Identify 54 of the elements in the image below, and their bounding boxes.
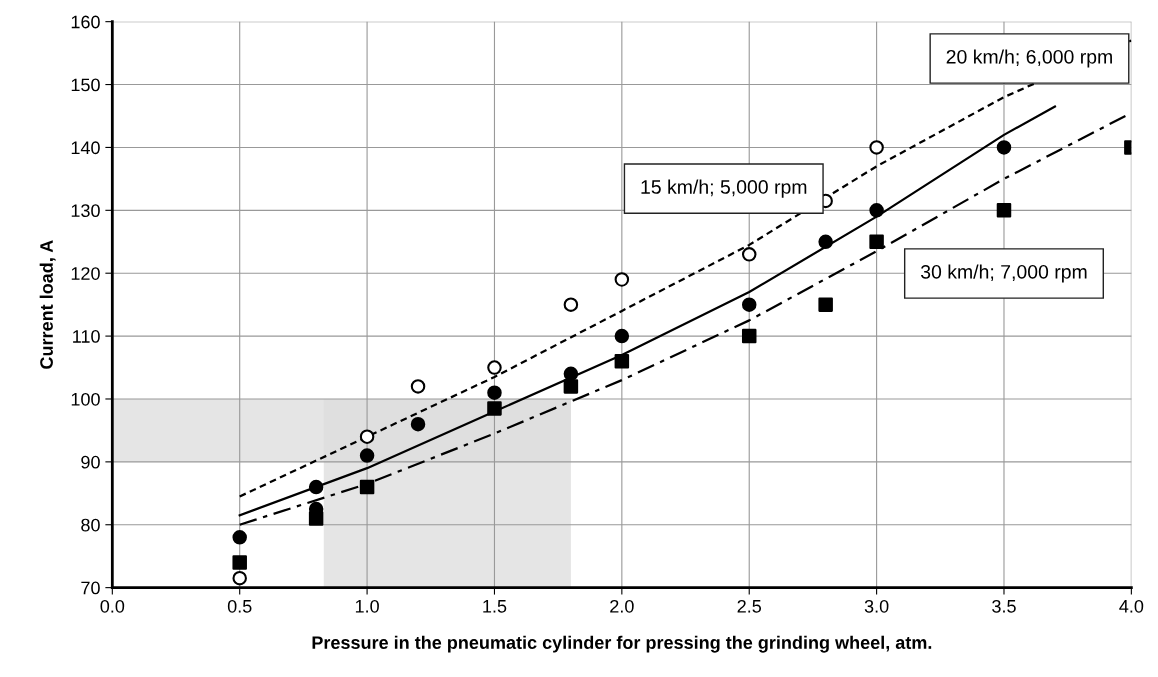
point [410,379,426,394]
x-tick-label: 3.0 [864,599,889,613]
y-tick-label: 110 [73,330,100,343]
y-tick-label: 100 [71,392,100,406]
line-series [238,39,1132,498]
point [614,328,630,344]
point [487,401,502,416]
annotation: 30 km/h; 7,000 rpm [920,264,1087,283]
x-tick-label: 1.0 [355,599,379,613]
y-tick-label: 140 [71,141,100,155]
point [741,328,757,344]
y-tick-label: 120 [71,267,100,280]
point [359,479,375,495]
y-tick-label: 130 [71,204,100,218]
x-tick-label: 2.0 [610,599,634,613]
point [563,366,579,382]
y-axis-title: Current load, A [39,240,56,369]
point [818,234,833,250]
point [996,140,1012,155]
annotation: 20 km/h; 6,000 rpm [946,49,1112,68]
point [741,247,757,262]
annotation: 15 km/h; 5,000 rpm [641,179,807,198]
point [232,555,247,570]
point [614,272,630,287]
point [487,385,502,400]
point [410,416,426,432]
point [308,511,324,526]
x-tick-label: 2.5 [737,599,762,613]
y-tick-label: 90 [81,455,100,469]
x-tick-label: 3.5 [992,599,1016,613]
x-axis-title: Pressure in the pneumatic cylinder for pressing the grinding wheel, atm. [312,635,932,653]
y-tick-label: 160 [71,15,100,29]
x-tick-label: 4.0 [1119,599,1144,613]
point [818,297,833,312]
point [563,297,579,312]
x-tick-label: 1.5 [483,600,507,613]
point [741,297,757,312]
point [869,203,884,218]
point [869,140,884,155]
point [487,360,502,375]
x-tick-label: 0.5 [227,599,252,613]
y-tick-label: 80 [81,518,100,532]
point [869,234,884,250]
point [996,203,1012,218]
point [359,448,375,463]
x-tick-label: 0.0 [100,599,125,613]
point [232,530,247,545]
y-tick-label: 150 [71,78,100,92]
point [232,570,247,586]
y-tick-label: 70 [81,581,100,595]
point [614,354,630,369]
point [359,429,375,444]
point [308,479,324,495]
point [563,379,579,394]
